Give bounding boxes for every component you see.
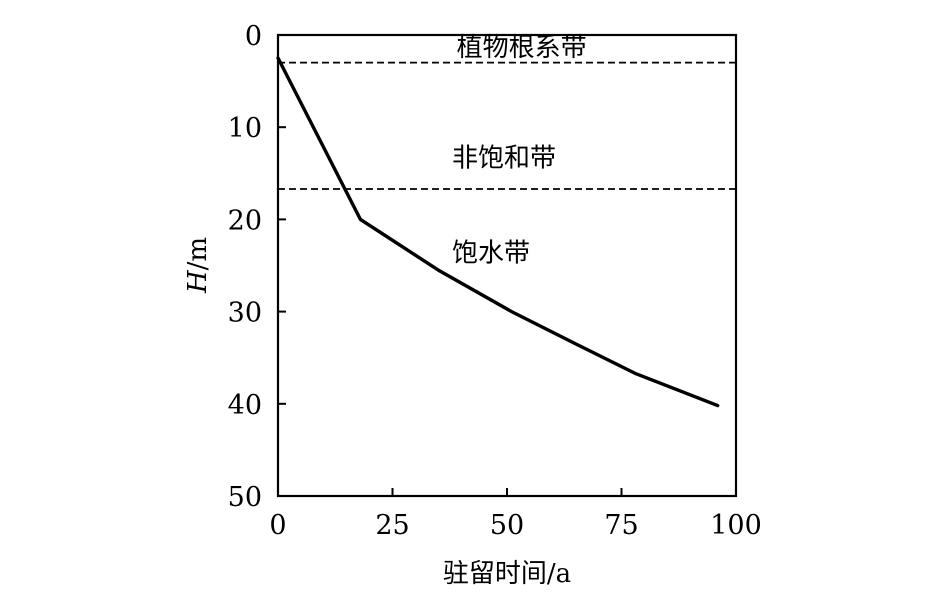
y-tick-label-1: 10 <box>228 113 262 144</box>
y-tick-label-3: 30 <box>228 298 262 329</box>
zone-label-0: 植物根系带 <box>457 33 587 63</box>
y-axis-label: H/m <box>183 237 213 294</box>
tick-marks <box>277 34 737 497</box>
zone-label-2: 饱水带 <box>452 239 530 269</box>
y-axis-label-var: H <box>183 269 213 294</box>
y-axis-label-unit: /m <box>183 237 213 270</box>
series-group <box>276 56 720 408</box>
y-tick-label-5: 50 <box>228 482 262 513</box>
series-line-0 <box>276 56 720 408</box>
y-tick-label-2: 20 <box>228 205 262 236</box>
x-axis-label: 驻留时间/a <box>443 559 571 589</box>
x-tick-label-2: 50 <box>490 510 524 541</box>
y-tick-label-4: 40 <box>228 390 262 421</box>
tick-labels: 0 25 50 75 100 0 10 20 30 40 50 <box>228 21 762 541</box>
x-tick-label-1: 25 <box>375 510 409 541</box>
x-tick-label-4: 100 <box>710 510 762 541</box>
x-tick-label-3: 75 <box>604 510 638 541</box>
x-tick-label-0: 0 <box>269 510 286 541</box>
zone-label-1: 非饱和带 <box>452 144 556 174</box>
y-tick-label-0: 0 <box>245 21 262 52</box>
